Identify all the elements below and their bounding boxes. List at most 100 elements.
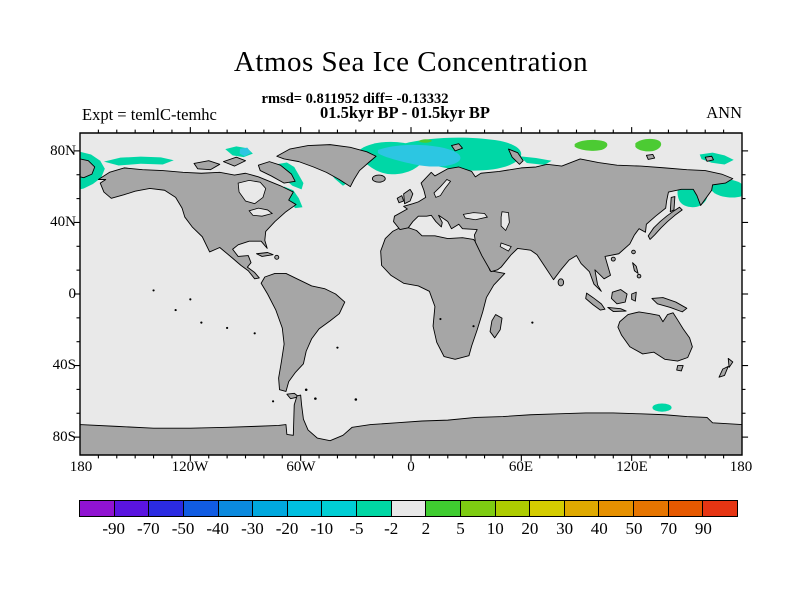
baltic-sea	[434, 180, 451, 198]
colorbar-tick-label: -70	[137, 519, 160, 538]
island-sumatra	[586, 293, 605, 310]
black-sea	[463, 213, 487, 220]
anomaly-patch-laptev-green	[574, 139, 608, 151]
island-svalbard	[451, 144, 462, 151]
island-great-britain	[404, 189, 413, 203]
colorbar-tick-label: -50	[171, 519, 195, 538]
hudson-bay	[238, 180, 266, 203]
map-border	[80, 133, 742, 455]
y-tick-80N: 80N	[50, 143, 76, 159]
colorbar-tick-label: -40	[206, 519, 230, 538]
island-sakhalin	[670, 197, 675, 212]
map-frame	[80, 133, 742, 455]
island-sulawesi	[632, 292, 637, 301]
colorbar-labels: -90 -70 -50 -40 -30 -20 -10 -5 -2 2 5 10 20 30 40 50 70 9…	[79, 519, 738, 539]
colorbar-tick-label: 50	[625, 519, 643, 538]
continent-greenland	[277, 145, 376, 187]
island-japan	[648, 207, 682, 239]
continent-antarctica	[80, 395, 742, 455]
island-borneo	[611, 290, 627, 304]
colorbar-segment	[668, 501, 704, 516]
colorbar-tick-label: 30	[556, 519, 574, 538]
anomaly-patch-antarctic-coast	[652, 403, 672, 412]
plot-title: Atmos Sea Ice Concentration	[233, 46, 589, 78]
colorbar-segment	[391, 501, 427, 516]
anomaly-patch-beaufort	[103, 156, 174, 166]
colorbar-segment	[564, 501, 600, 516]
x-tick-120E: 120E	[616, 459, 648, 475]
colorbar-segment	[426, 501, 461, 516]
colorbar-segment	[460, 501, 496, 516]
island-cuba	[257, 252, 274, 256]
anomaly-patch-barents-core	[377, 144, 461, 167]
island-novaya-zemlya	[508, 149, 523, 164]
colorbar-segment	[149, 501, 184, 516]
x-tick-60E: 60E	[508, 459, 534, 475]
colorbar-segment	[357, 501, 392, 516]
colorbar-tick-label: -30	[241, 519, 264, 538]
colorbar-segment	[80, 501, 115, 516]
island-new-siberian	[646, 154, 654, 159]
anomaly-patch-newsiberian-green	[635, 138, 662, 152]
colorbar	[79, 500, 738, 517]
season-label: ANN	[706, 103, 742, 122]
island-hainan	[611, 257, 615, 261]
island-philippines	[633, 263, 639, 274]
x-tick-120W: 120W	[171, 459, 209, 475]
colorbar-tick-label: 40	[590, 519, 608, 538]
island-java	[608, 307, 626, 311]
island-ireland	[397, 196, 403, 203]
colorbar-segment	[114, 501, 150, 516]
great-lakes	[249, 208, 272, 216]
island-banks	[223, 157, 245, 166]
y-tick-40S: 40S	[52, 357, 76, 373]
colorbar-segment	[253, 501, 288, 516]
colorbar-tick-label: -20	[275, 519, 299, 538]
colorbar-tick-label: 2	[421, 519, 431, 538]
persian-gulf	[500, 243, 511, 251]
stats-line: rmsd= 0.811952 diff= -0.13332	[261, 91, 449, 107]
colorbar-tick-label: -5	[349, 519, 364, 538]
island-madagascar	[490, 315, 502, 338]
y-tick-40N: 40N	[50, 214, 76, 230]
island-sri-lanka	[558, 279, 564, 286]
colorbar-tick-label: -90	[102, 519, 126, 538]
island-wrangel	[705, 156, 713, 161]
colorbar-segment	[183, 501, 219, 516]
anomaly-patch-east-siberian	[699, 152, 734, 165]
island-mindanao	[637, 274, 641, 278]
x-tick-180E: 180	[729, 459, 753, 475]
island-iceland	[372, 175, 385, 182]
island-taiwan	[632, 250, 636, 254]
island-baffin	[258, 162, 295, 183]
colorbar-segment	[599, 501, 634, 516]
colorbar-tick-label: 70	[660, 519, 678, 538]
experiment-label: Expt = temlC-temhc	[82, 105, 217, 124]
x-tick-60W: 60W	[286, 459, 316, 475]
colorbar-tick-label: -10	[310, 519, 334, 538]
caspian-sea	[501, 212, 509, 231]
colorbar-tick-label: 90	[694, 519, 712, 538]
colorbar-segment	[634, 501, 669, 516]
world-map-svg	[80, 133, 742, 455]
continent-eurasia	[394, 159, 733, 291]
continent-south-america	[261, 273, 345, 391]
colorbar-tick-label: 20	[521, 519, 539, 538]
anomaly-patch-kara-tail	[519, 156, 552, 165]
x-tick-180W: 180	[69, 459, 93, 475]
period-label: 01.5kyr BP - 01.5kyr BP	[320, 103, 490, 122]
island-hispaniola	[275, 255, 279, 259]
island-tasmania	[677, 366, 683, 371]
colorbar-tick-label: 5	[456, 519, 465, 538]
island-new-zealand-north	[728, 358, 733, 367]
colorbar-tick-label: -2	[384, 519, 399, 538]
y-tick-0: 0	[68, 286, 77, 302]
anomaly-patch-svalbard-green-sliver	[418, 139, 433, 143]
island-victoria	[194, 161, 220, 170]
y-tick-80S: 80S	[52, 429, 76, 445]
island-new-zealand-south	[719, 366, 728, 377]
colorbar-tick-label: 10	[486, 519, 504, 538]
colorbar-segment	[322, 501, 357, 516]
island-new-guinea	[652, 298, 687, 312]
